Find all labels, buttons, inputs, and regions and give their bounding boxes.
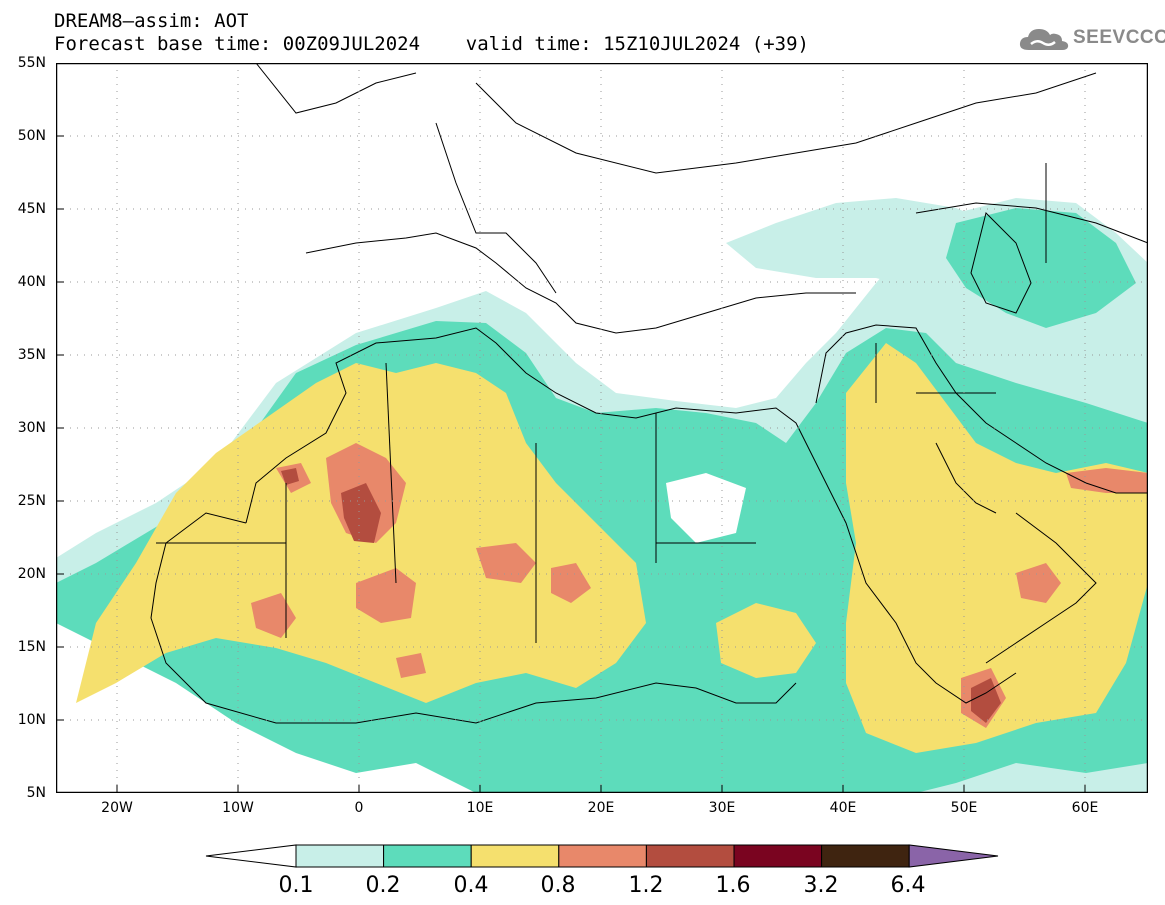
- logo-text: SEEVCCC: [1073, 27, 1165, 48]
- aot-contour-0.2-caspian: [946, 208, 1136, 328]
- colorbar-swatch: [733, 844, 823, 868]
- colorbar-swatch: [295, 844, 385, 868]
- aot-contour-0.4-horn: [716, 603, 816, 678]
- clean-air-patch: [666, 473, 746, 543]
- seevccc-logo: SEEVCCC: [1017, 24, 1165, 56]
- lon-label: 20E: [587, 800, 615, 816]
- lon-label: 30E: [708, 800, 736, 816]
- coastlines: [150, 63, 1148, 724]
- lat-label: 35N: [17, 347, 46, 363]
- lat-label: 40N: [17, 274, 46, 290]
- colorbar-swatches: [205, 844, 999, 868]
- lon-label: 10E: [466, 800, 494, 816]
- lat-label: 10N: [17, 712, 46, 728]
- lat-label: 50N: [17, 128, 46, 144]
- colorbar-swatch: [821, 844, 910, 868]
- lon-label: 10W: [222, 800, 254, 816]
- lat-label: 45N: [17, 201, 46, 217]
- lon-label: 60E: [1071, 800, 1099, 816]
- colorbar-arrow-low: [205, 844, 297, 868]
- lat-label: 55N: [17, 55, 46, 71]
- lat-label: 30N: [17, 420, 46, 436]
- colorbar-label: 0.8: [540, 873, 576, 898]
- lon-label: 20W: [101, 800, 133, 816]
- aot-map: [56, 63, 1148, 793]
- colorbar-swatch: [645, 844, 735, 868]
- colorbar-swatch: [470, 844, 560, 868]
- map-title: DREAM8–assim: AOT: [54, 10, 249, 32]
- lat-label: 25N: [17, 493, 46, 509]
- colorbar-label: 3.2: [803, 873, 839, 898]
- graticule: [56, 63, 1148, 793]
- colorbar-label: 0.4: [453, 873, 489, 898]
- colorbar-label: 0.1: [278, 873, 314, 898]
- colorbar-arrow-high: [908, 844, 999, 868]
- axis-ticks: [56, 135, 1086, 793]
- aot-contour-1.2: [281, 468, 1001, 723]
- colorbar-label: 0.2: [365, 873, 401, 898]
- forecast-time-line: Forecast base time: 00Z09JUL2024 valid t…: [54, 33, 809, 55]
- colorbar-swatch: [383, 844, 472, 868]
- colorbar-swatch: [558, 844, 647, 868]
- colorbar-label: 1.2: [628, 873, 664, 898]
- lon-label: 40E: [829, 800, 857, 816]
- lon-label: 0: [354, 800, 364, 816]
- aot-contour-0.4-arabia: [846, 343, 1148, 753]
- aot-colorbar: [205, 844, 999, 868]
- lat-label: 20N: [17, 566, 46, 582]
- cloud-icon: [1019, 29, 1069, 50]
- lon-label: 50E: [950, 800, 978, 816]
- lat-label: 15N: [17, 639, 46, 655]
- clean-air-patch: [56, 623, 476, 793]
- colorbar-label: 1.6: [715, 873, 751, 898]
- colorbar-label: 6.4: [890, 873, 926, 898]
- lat-label: 5N: [26, 785, 46, 801]
